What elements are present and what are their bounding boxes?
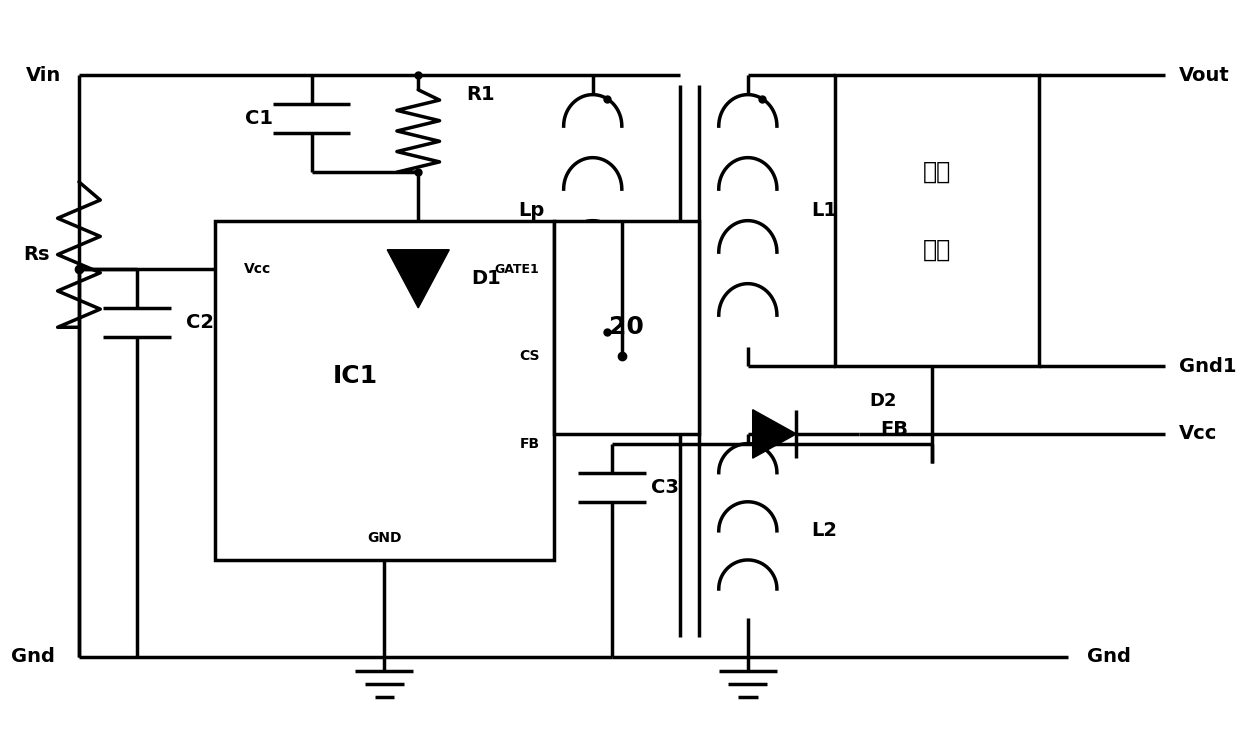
Text: L1: L1 xyxy=(811,202,837,221)
Text: FB: FB xyxy=(520,436,539,450)
Text: D1: D1 xyxy=(471,269,501,289)
Text: C3: C3 xyxy=(651,478,678,497)
Text: C2: C2 xyxy=(186,313,213,332)
Text: GATE1: GATE1 xyxy=(495,263,539,275)
Text: Lp: Lp xyxy=(518,202,544,221)
Text: Rs: Rs xyxy=(24,245,50,264)
Text: C1: C1 xyxy=(244,110,273,128)
Text: Vcc: Vcc xyxy=(1179,425,1218,443)
Text: L2: L2 xyxy=(811,521,837,540)
Text: Gnd1: Gnd1 xyxy=(1179,356,1236,375)
Text: IC1: IC1 xyxy=(332,364,378,388)
Text: Vcc: Vcc xyxy=(244,262,272,276)
Text: 输出: 输出 xyxy=(923,160,951,184)
Text: FB: FB xyxy=(880,420,908,439)
Polygon shape xyxy=(387,250,449,308)
Bar xyxy=(835,75,1039,366)
Text: Vout: Vout xyxy=(1179,66,1230,85)
Text: 20: 20 xyxy=(609,315,644,339)
Text: 电路: 电路 xyxy=(923,238,951,262)
Text: D2: D2 xyxy=(869,392,897,410)
Bar xyxy=(554,221,699,434)
Text: Gnd: Gnd xyxy=(11,648,55,666)
Text: Vin: Vin xyxy=(26,66,62,85)
Text: R1: R1 xyxy=(466,85,495,104)
Text: CS: CS xyxy=(518,350,539,364)
Text: Gnd: Gnd xyxy=(1087,648,1131,666)
Polygon shape xyxy=(753,410,796,458)
Bar xyxy=(215,221,554,560)
Text: GND: GND xyxy=(367,531,402,545)
